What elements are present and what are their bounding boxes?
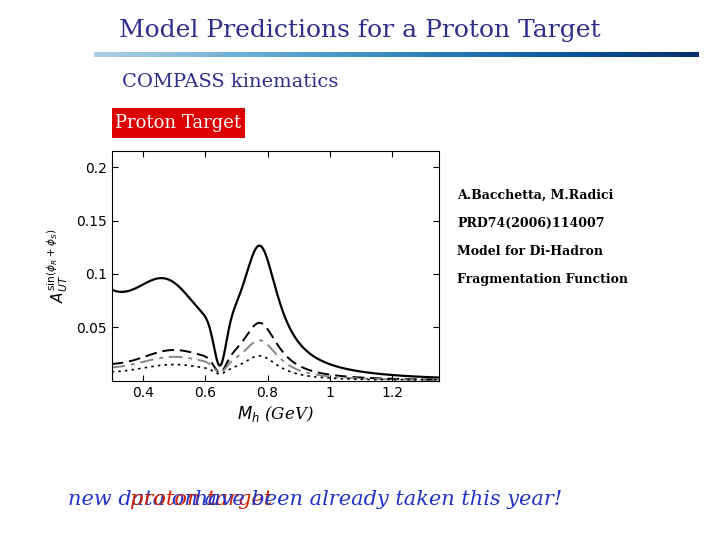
Text: have been already taken this year!: have been already taken this year!: [188, 490, 562, 509]
Text: new data on a: new data on a: [68, 490, 224, 509]
Y-axis label: $A_{UT}^{\sin(\phi_R+\phi_S)}$: $A_{UT}^{\sin(\phi_R+\phi_S)}$: [45, 228, 71, 303]
Text: COMPASS kinematics: COMPASS kinematics: [122, 73, 339, 91]
Text: Model for Di-Hadron: Model for Di-Hadron: [457, 245, 603, 258]
Text: Proton Target: Proton Target: [115, 114, 241, 132]
Text: proton target: proton target: [130, 490, 272, 509]
Text: PRD74(2006)114007: PRD74(2006)114007: [457, 217, 605, 230]
Text: Fragmentation Function: Fragmentation Function: [457, 273, 628, 286]
Text: A.Bacchetta, M.Radici: A.Bacchetta, M.Radici: [457, 189, 613, 202]
X-axis label: $M_h$ (GeV): $M_h$ (GeV): [237, 404, 314, 424]
Text: Model Predictions for a Proton Target: Model Predictions for a Proton Target: [120, 19, 600, 42]
